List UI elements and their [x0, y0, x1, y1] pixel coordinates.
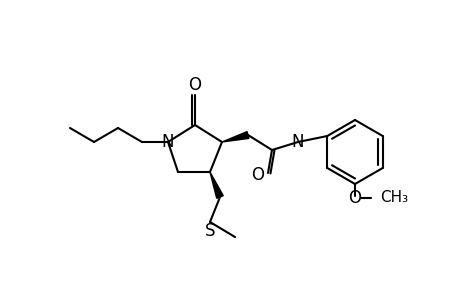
Text: O: O	[348, 189, 361, 207]
Text: S: S	[204, 222, 215, 240]
Text: O: O	[251, 166, 264, 184]
Text: O: O	[188, 76, 201, 94]
Text: N: N	[291, 133, 303, 151]
Polygon shape	[210, 172, 223, 198]
Polygon shape	[222, 132, 248, 142]
Text: N: N	[162, 133, 174, 151]
Text: CH₃: CH₃	[379, 190, 407, 206]
